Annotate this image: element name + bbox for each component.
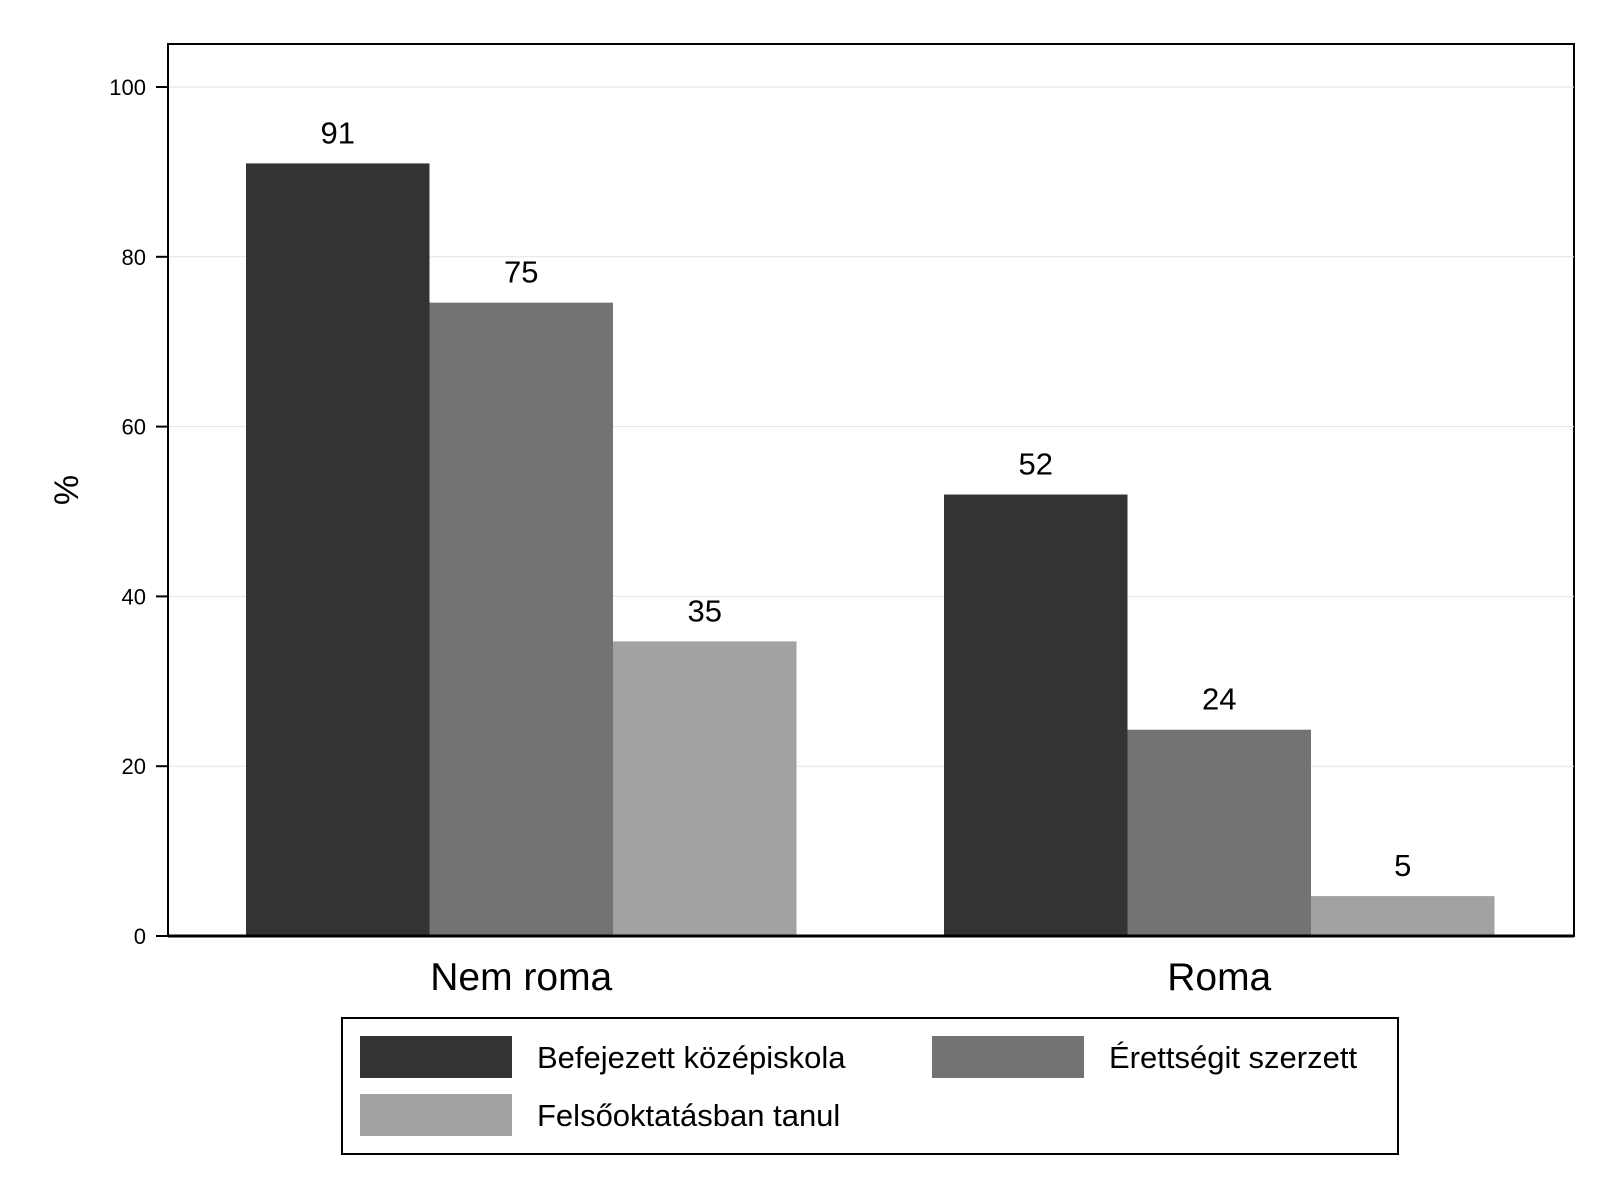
bar (1311, 896, 1495, 936)
legend-label: Érettségit szerzett (1109, 1040, 1357, 1075)
legend-swatch (360, 1036, 512, 1078)
bar (1127, 729, 1311, 936)
y-tick-label: 40 (122, 584, 146, 609)
data-label: 75 (504, 255, 538, 290)
bars: 91 75 35 52 24 5 (246, 115, 1495, 936)
y-axis: 0 20 40 60 80 100 (109, 44, 169, 949)
data-label: 24 (1202, 682, 1236, 717)
y-tick-label: 20 (122, 754, 146, 779)
y-tick-label: 80 (122, 245, 146, 270)
legend-swatch (360, 1094, 512, 1136)
data-label: 52 (1019, 447, 1053, 482)
data-label: 91 (321, 115, 355, 150)
data-label: 35 (688, 593, 722, 628)
x-category-label: Nem roma (430, 956, 612, 999)
bar (944, 494, 1128, 936)
x-category-label: Roma (1167, 956, 1271, 999)
bar (246, 163, 430, 936)
y-axis-title: % (48, 475, 86, 505)
data-label: 5 (1394, 848, 1411, 883)
y-tick-label: 100 (109, 75, 146, 100)
legend-swatch (932, 1036, 1084, 1078)
y-tick-label: 0 (134, 924, 146, 949)
bar (429, 302, 613, 936)
x-axis-categories: Nem roma Roma (430, 956, 1271, 999)
legend: Befejezett középiskola Érettségit szerzet… (341, 1017, 1399, 1155)
legend-label: Befejezett középiskola (537, 1040, 846, 1075)
legend-box (341, 1017, 1399, 1155)
y-tick-label: 60 (122, 415, 146, 440)
legend-label: Felsőoktatásban tanul (537, 1098, 840, 1133)
bar (613, 641, 797, 936)
